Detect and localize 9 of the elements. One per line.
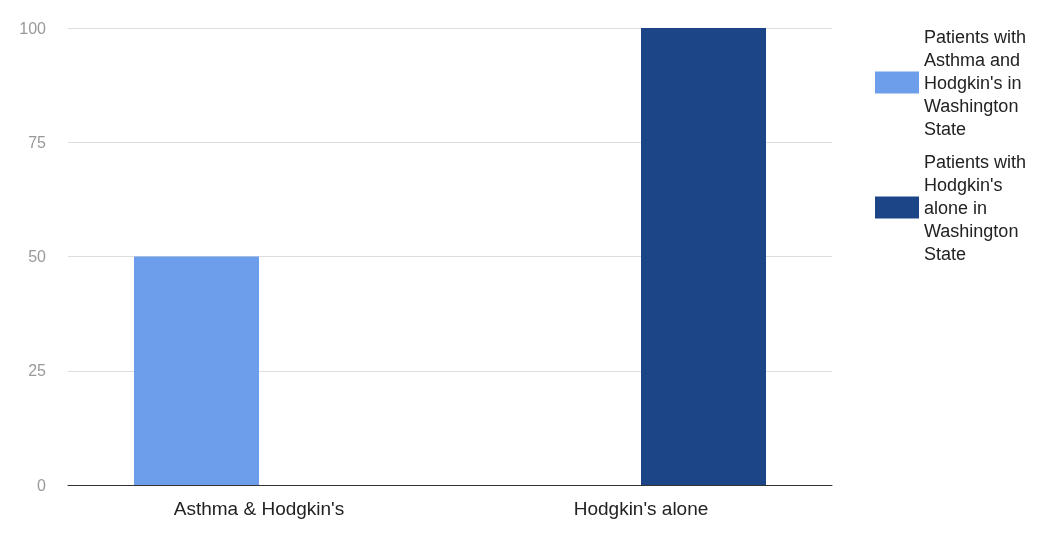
y-tick-label: 75 [28,133,47,151]
legend-label: Patients with Hodgkin's alone in Washington State [924,151,1032,264]
y-tick-label: 0 [37,476,47,494]
x-tick-label: Asthma & Hodgkin's [173,498,345,519]
legend-label: Patients with Asthma and Hodgkin's in Washington State [924,26,1032,139]
y-tick-label: 50 [28,248,47,265]
x-tick-label: Hodgkin's alone [573,498,709,519]
y-tick-label: 25 [28,362,47,380]
y-tick-label: 100 [19,19,47,37]
